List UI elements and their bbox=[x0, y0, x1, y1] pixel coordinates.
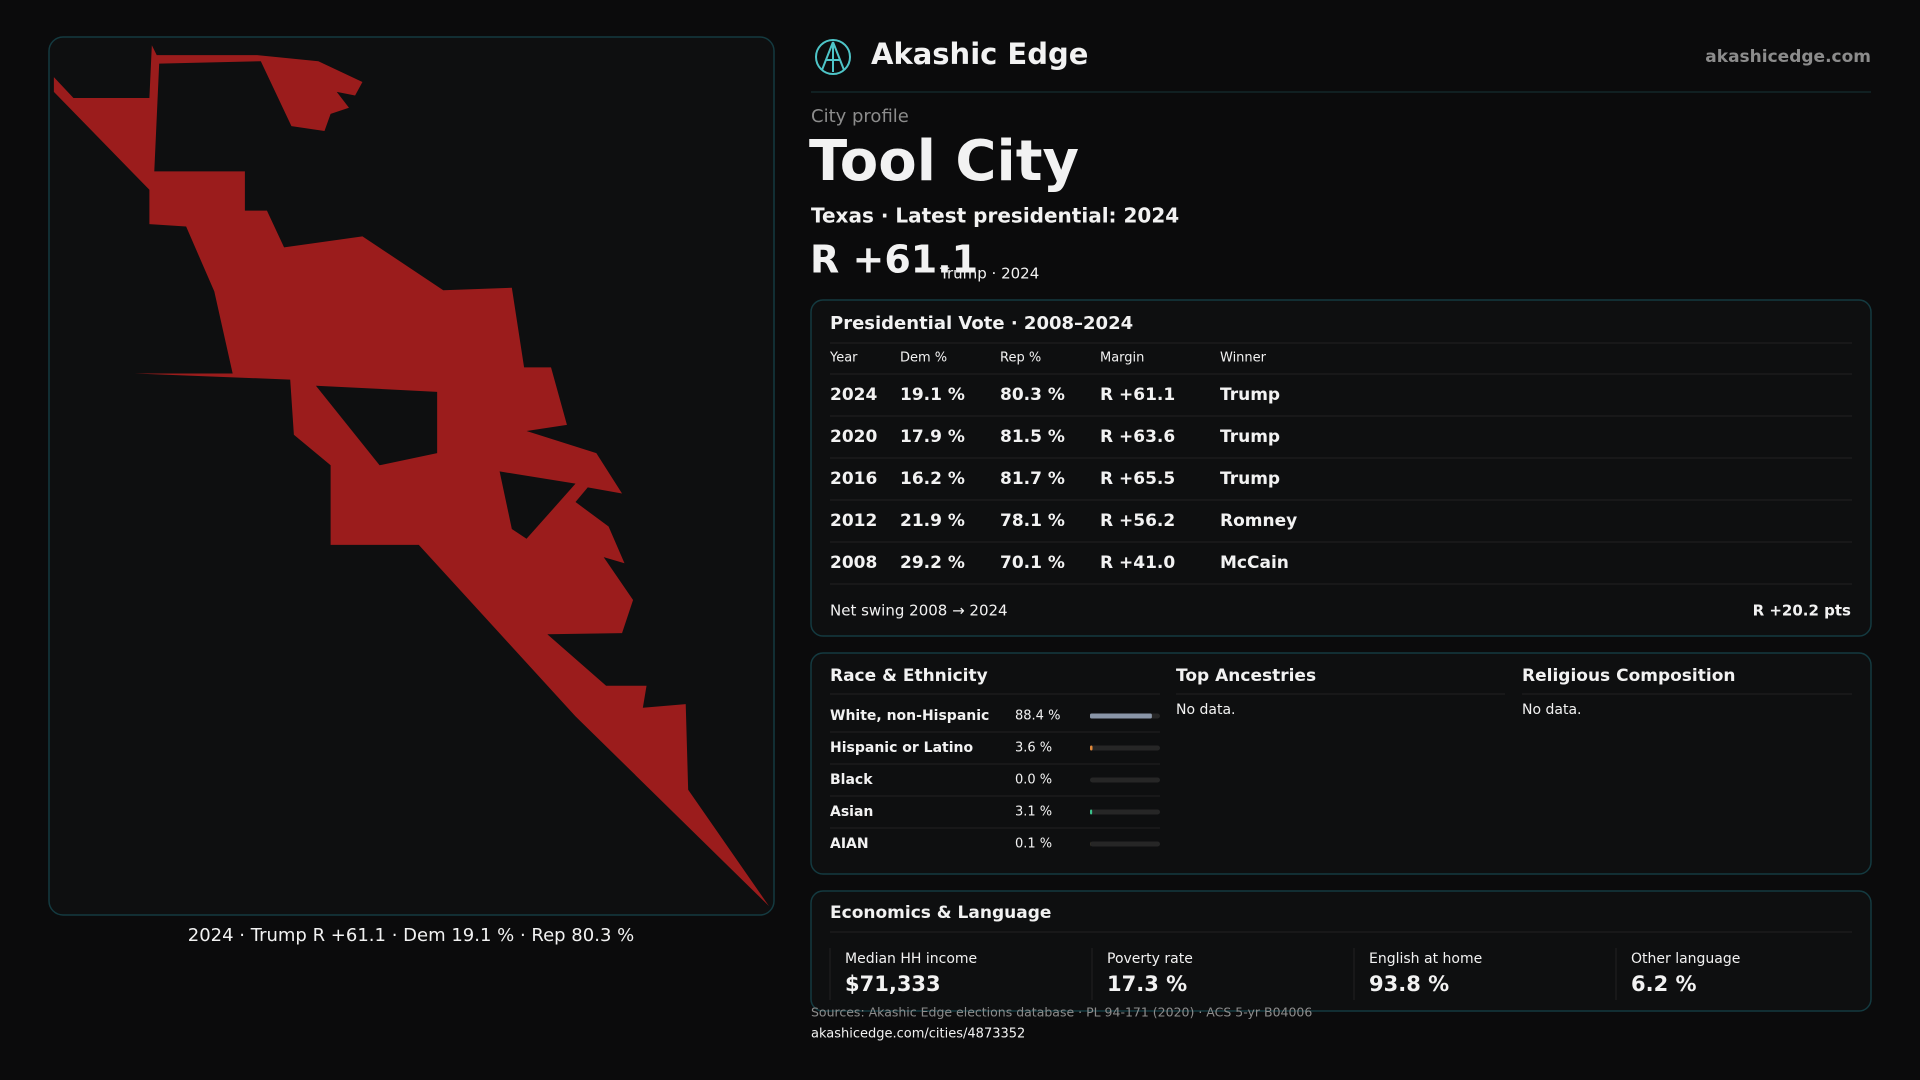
vote-cell: 70.1 % bbox=[1000, 553, 1065, 573]
race-bar bbox=[1090, 809, 1093, 815]
race-name: Asian bbox=[830, 804, 873, 820]
race-value: 3.1 % bbox=[1015, 805, 1052, 820]
votes-title: Presidential Vote · 2008–2024 bbox=[830, 313, 1133, 334]
vote-cell: 2012 bbox=[830, 511, 877, 531]
vote-cell: McCain bbox=[1220, 553, 1289, 573]
econ-value: $71,333 bbox=[845, 972, 941, 996]
race-name: AIAN bbox=[830, 836, 869, 852]
vote-cell: 2008 bbox=[830, 553, 877, 573]
econ-value: 17.3 % bbox=[1107, 972, 1187, 996]
vote-cell: 2016 bbox=[830, 469, 877, 489]
logo bbox=[815, 39, 851, 75]
economics-title: Economics & Language bbox=[830, 903, 1051, 923]
vote-cell: R +41.0 bbox=[1100, 553, 1175, 573]
column-header: Winner bbox=[1220, 351, 1267, 366]
bar-track bbox=[1090, 841, 1160, 847]
ancestries-title: Top Ancestries bbox=[1176, 666, 1316, 686]
econ-value: 6.2 % bbox=[1631, 972, 1697, 996]
race-value: 3.6 % bbox=[1015, 741, 1052, 756]
race-name: Hispanic or Latino bbox=[830, 740, 973, 756]
column-header: Dem % bbox=[900, 351, 947, 366]
econ-label: Other language bbox=[1631, 951, 1740, 967]
race-bar bbox=[1090, 745, 1093, 751]
map-caption: 2024 · Trump R +61.1 · Dem 19.1 % · Rep … bbox=[188, 925, 634, 946]
vote-cell: 81.7 % bbox=[1000, 469, 1065, 489]
vote-cell: R +56.2 bbox=[1100, 511, 1175, 531]
city-hole bbox=[499, 471, 576, 539]
city-map bbox=[53, 45, 769, 907]
column-header: Margin bbox=[1100, 351, 1144, 366]
margin-note: Trump · 2024 bbox=[939, 265, 1039, 283]
votes-panel bbox=[810, 299, 1872, 637]
vote-cell: 78.1 % bbox=[1000, 511, 1065, 531]
economics-items: Median HH income $71,333 Poverty rate 17.3 … bbox=[829, 948, 1740, 1000]
vote-cell: 17.9 % bbox=[900, 427, 965, 447]
column-header: Rep % bbox=[1000, 351, 1041, 366]
vote-cell: R +63.6 bbox=[1100, 427, 1175, 447]
swing-label: Net swing 2008 → 2024 bbox=[830, 602, 1008, 620]
sources: Sources: Akashic Edge elections database… bbox=[811, 1005, 1312, 1020]
race-bar bbox=[1090, 713, 1152, 719]
bar-track bbox=[1090, 777, 1160, 783]
vote-cell: 81.5 % bbox=[1000, 427, 1065, 447]
race-table: White, non-Hispanic 88.4 % Hispanic or Lat… bbox=[830, 708, 1160, 852]
margin: R +61.1 bbox=[810, 238, 978, 282]
economics-panel bbox=[810, 890, 1872, 1012]
profile-label: City profile bbox=[811, 106, 909, 127]
race-title: Race & Ethnicity bbox=[830, 666, 988, 686]
race-name: White, non-Hispanic bbox=[830, 708, 989, 724]
ancestries-note: No data. bbox=[1176, 702, 1235, 718]
race-value: 0.0 % bbox=[1015, 773, 1052, 788]
vote-cell: 80.3 % bbox=[1000, 385, 1065, 405]
column-header: Year bbox=[829, 351, 858, 366]
econ-label: Poverty rate bbox=[1107, 951, 1193, 967]
city-hole bbox=[315, 385, 438, 466]
vote-cell: Trump bbox=[1220, 427, 1280, 447]
vote-cell: Trump bbox=[1220, 385, 1280, 405]
city-shape bbox=[53, 45, 769, 907]
econ-label: English at home bbox=[1369, 951, 1482, 967]
religion-title: Religious Composition bbox=[1522, 666, 1736, 686]
bar-track bbox=[1090, 809, 1160, 815]
demographics-panel bbox=[810, 652, 1872, 875]
race-value: 0.1 % bbox=[1015, 837, 1052, 852]
votes-table: Year Dem % Rep % Margin Winner 2024 19.1 % 80.3… bbox=[829, 351, 1852, 585]
subtitle: Texas · Latest presidential: 2024 bbox=[811, 204, 1179, 228]
vote-cell: Romney bbox=[1220, 511, 1297, 531]
swing-value: R +20.2 pts bbox=[1753, 602, 1851, 620]
vote-cell: Trump bbox=[1220, 469, 1280, 489]
vote-cell: R +61.1 bbox=[1100, 385, 1175, 405]
city-name: Tool City bbox=[809, 129, 1079, 194]
vote-cell: 16.2 % bbox=[900, 469, 965, 489]
race-value: 88.4 % bbox=[1015, 709, 1060, 724]
brand: Akashic Edge bbox=[871, 37, 1088, 71]
vote-cell: 2024 bbox=[830, 385, 877, 405]
religion-note: No data. bbox=[1522, 702, 1581, 718]
vote-cell: 2020 bbox=[830, 427, 877, 447]
vote-cell: 21.9 % bbox=[900, 511, 965, 531]
race-name: Black bbox=[830, 772, 873, 788]
vote-cell: 19.1 % bbox=[900, 385, 965, 405]
econ-label: Median HH income bbox=[845, 951, 977, 967]
url: akashicedge.com/cities/4873352 bbox=[811, 1027, 1025, 1042]
econ-value: 93.8 % bbox=[1369, 972, 1449, 996]
vote-cell: R +65.5 bbox=[1100, 469, 1175, 489]
bar-track bbox=[1090, 745, 1160, 751]
site: akashicedge.com bbox=[1705, 47, 1871, 67]
vote-cell: 29.2 % bbox=[900, 553, 965, 573]
